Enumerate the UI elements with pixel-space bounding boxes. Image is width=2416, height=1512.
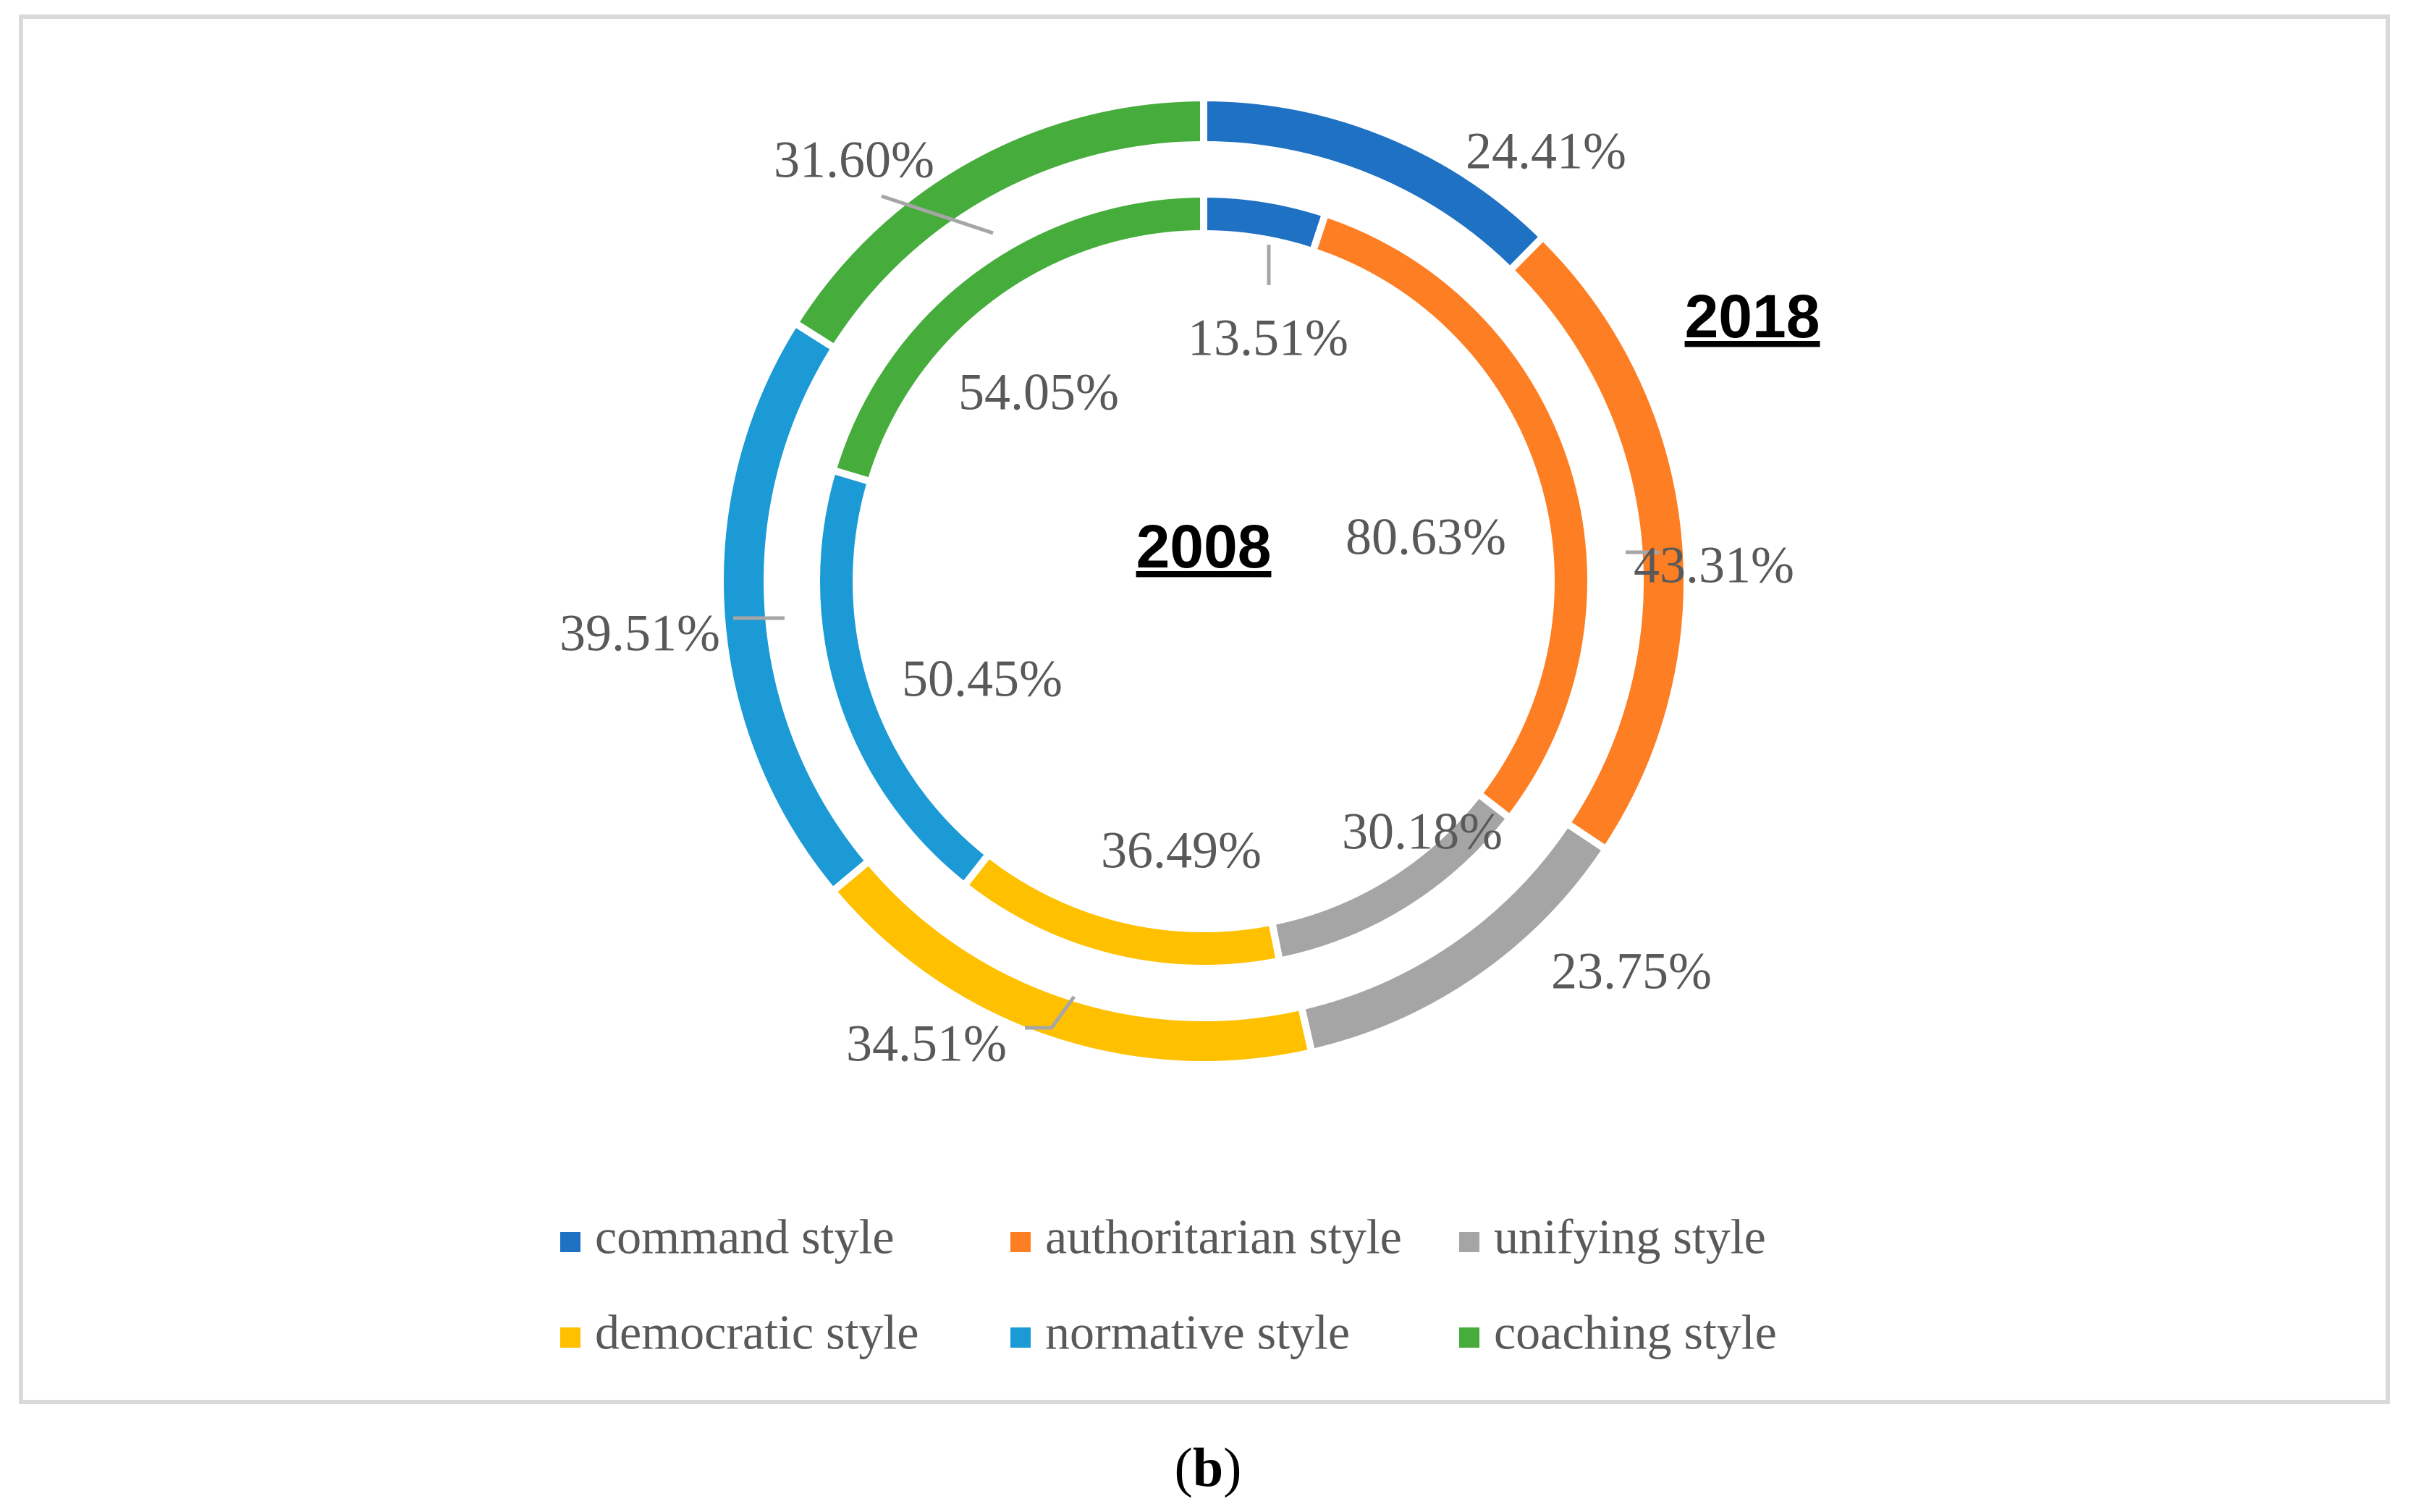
legend-swatch-coaching bbox=[1459, 1327, 1479, 1348]
caption-paren-close: ) bbox=[1223, 1437, 1242, 1498]
inner-ring-title: 2008 bbox=[1136, 512, 1272, 580]
caption-letter: b bbox=[1192, 1437, 1224, 1498]
legend-swatch-unifying bbox=[1459, 1232, 1479, 1252]
inner-data-label-coaching: 54.05% bbox=[958, 363, 1119, 421]
legend-label-authoritarian: authoritarian style bbox=[1045, 1209, 1402, 1264]
legend-label-unifying: unifying style bbox=[1494, 1209, 1766, 1264]
legend-swatch-democratic bbox=[560, 1327, 580, 1348]
outer-data-label-democratic: 34.51% bbox=[846, 1015, 1007, 1073]
inner-data-label-command: 13.51% bbox=[1188, 309, 1348, 367]
legend-swatch-command bbox=[560, 1232, 580, 1252]
outer-data-label-unifying: 23.75% bbox=[1551, 942, 1712, 1000]
inner-data-label-authoritarian: 80.63% bbox=[1346, 508, 1506, 566]
inner-data-label-democratic: 36.49% bbox=[1101, 822, 1262, 879]
leader-lines-group bbox=[733, 194, 1660, 1030]
inner-ring-segment-coaching bbox=[828, 190, 1207, 486]
inner-ring-segment-command bbox=[1200, 190, 1330, 256]
caption-paren-open: ( bbox=[1174, 1437, 1193, 1498]
outer-ring-title: 2018 bbox=[1685, 282, 1820, 350]
legend: command style authoritarian style unifying… bbox=[560, 1209, 1777, 1360]
outer-leader-line-coaching bbox=[881, 194, 994, 235]
inner-data-label-unifying: 30.18% bbox=[1342, 803, 1503, 861]
outer-leader-line-democratic bbox=[1025, 995, 1076, 1030]
doughnut-chart: 13.51% 80.63% 30.18% 36.49% 50.45% 54.05% 24.4… bbox=[559, 93, 1820, 1360]
segments-group bbox=[717, 93, 1691, 1068]
chart-frame: 13.51% 80.63% 30.18% 36.49% 50.45% 54.05% 24.4… bbox=[19, 14, 2390, 1404]
data-labels-group: 13.51% 80.63% 30.18% 36.49% 50.45% 54.05% 24.4… bbox=[559, 122, 1794, 1073]
outer-ring-segment-coaching bbox=[790, 93, 1207, 353]
figure-caption: (b) bbox=[0, 1437, 2416, 1500]
outer-data-label-authoritarian: 43.31% bbox=[1634, 536, 1794, 594]
legend-label-command: command style bbox=[595, 1209, 895, 1264]
legend-swatch-normative bbox=[1010, 1327, 1031, 1348]
outer-data-label-coaching: 31.60% bbox=[774, 131, 934, 189]
legend-swatch-authoritarian bbox=[1010, 1232, 1031, 1252]
legend-label-coaching: coaching style bbox=[1494, 1305, 1777, 1360]
outer-data-label-command: 24.41% bbox=[1466, 122, 1626, 180]
inner-data-label-normative: 50.45% bbox=[902, 650, 1063, 708]
legend-label-normative: normative style bbox=[1045, 1305, 1350, 1360]
legend-label-democratic: democratic style bbox=[595, 1305, 918, 1360]
outer-data-label-normative: 39.51% bbox=[559, 604, 720, 662]
